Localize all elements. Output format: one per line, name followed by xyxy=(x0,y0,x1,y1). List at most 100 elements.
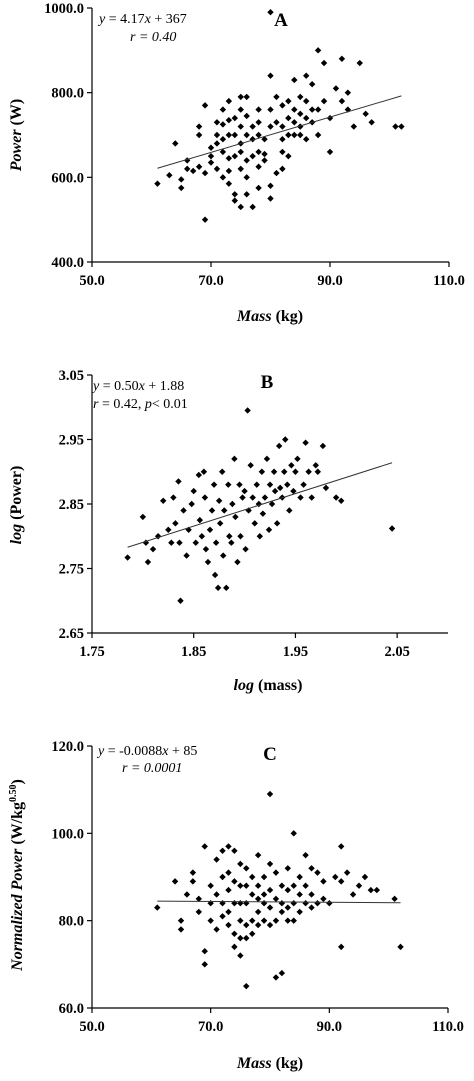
panel-c-point-87 xyxy=(308,904,315,911)
panel-b-fit-line xyxy=(127,462,393,548)
panel-b-point-25 xyxy=(201,494,209,501)
panel-c-point-13 xyxy=(207,882,214,889)
panel-a-point-39 xyxy=(237,106,244,113)
panel-b-point-79 xyxy=(292,468,299,475)
panel-a-point-22 xyxy=(219,106,227,113)
panel-a-point-16 xyxy=(207,152,215,160)
panel-a-point-51 xyxy=(249,123,256,130)
panel-c-point-34 xyxy=(237,882,244,889)
panel-a-point-111 xyxy=(362,110,369,118)
panel-a-point-106 xyxy=(338,97,346,105)
panel-b-point-64 xyxy=(265,526,273,533)
panel-a-point-76 xyxy=(279,148,286,156)
panel-b-y-tick-label-1: 2.65 xyxy=(59,626,84,642)
panel-b-point-73 xyxy=(281,468,288,475)
panel-b-x-tick-label-4: 2.05 xyxy=(384,644,409,660)
panel-c-point-58 xyxy=(266,790,274,798)
panel-b-point-43 xyxy=(229,500,236,508)
panel-b-point-7 xyxy=(160,497,167,504)
panel-c-point-64 xyxy=(272,895,280,903)
panel-a-point-48 xyxy=(243,157,250,164)
panel-c-point-20 xyxy=(219,873,226,881)
panel-c-point-38 xyxy=(237,952,244,959)
panel-b-point-46 xyxy=(234,558,241,566)
panel-c-point-77 xyxy=(290,900,297,907)
panel-c-point-41 xyxy=(243,900,250,907)
panel-a-marks xyxy=(154,9,405,223)
panel-c-point-14 xyxy=(207,900,214,907)
panel-c-point-75 xyxy=(290,830,297,837)
panel-b-point-18 xyxy=(188,500,195,508)
panel-a-point-55 xyxy=(255,106,262,113)
panel-c-point-56 xyxy=(260,900,268,907)
panel-b-point-27 xyxy=(204,558,212,566)
panel-a-point-10 xyxy=(195,131,203,139)
panel-a-point-74 xyxy=(279,123,286,130)
panel-a-point-84 xyxy=(291,119,298,126)
panel-c-point-31 xyxy=(231,930,238,937)
panel-b-point-1 xyxy=(124,554,131,561)
panel-b-point-52 xyxy=(244,407,251,414)
panel-a-x-tick-label-4: 110.0 xyxy=(433,273,465,289)
panel-b-point-8 xyxy=(165,526,172,533)
panel-a-y-tick-label-3: 800.0 xyxy=(51,86,84,102)
panel-a-point-15 xyxy=(207,144,215,151)
panel-b-point-5 xyxy=(149,545,157,553)
panel-c-fit-line xyxy=(157,900,401,904)
panel-c-point-37 xyxy=(237,934,244,942)
panel-c-point-73 xyxy=(284,904,291,911)
panel-a-point-14 xyxy=(201,169,209,177)
panel-b-point-14 xyxy=(177,597,184,604)
panel-a-point-112 xyxy=(368,119,375,126)
panel-b-point-11 xyxy=(172,520,179,527)
panel-b-y-tick-label-3: 2.85 xyxy=(59,497,84,513)
panel-b-point-87 xyxy=(314,468,322,475)
panel-c-equation: y = -0.0088x + 85 xyxy=(96,744,197,759)
panel-c-point-35 xyxy=(237,900,244,907)
panel-c-point-29 xyxy=(231,878,238,885)
panel-c-point-94 xyxy=(338,843,345,850)
panel-c-x-tick-label-1: 50.0 xyxy=(79,1019,104,1035)
panel-c-point-21 xyxy=(219,900,226,907)
panel-a-point-25 xyxy=(219,148,227,156)
panel-b-point-24 xyxy=(200,468,208,475)
panel-a-point-33 xyxy=(231,114,238,122)
panel-a-point-17 xyxy=(207,159,215,166)
panel-a-point-88 xyxy=(297,131,304,139)
panel-c-y-tick-label-3: 100.0 xyxy=(51,826,84,842)
panel-c-point-36 xyxy=(237,917,244,924)
panel-a-point-8 xyxy=(189,167,197,175)
panel-b-point-59 xyxy=(256,533,264,540)
panel-b-point-88 xyxy=(319,442,327,450)
panel-b-point-45 xyxy=(232,513,239,521)
panel-a-x-ticks: 50.0 70.0 90.0 110.0 xyxy=(79,262,465,289)
panel-a-point-19 xyxy=(213,131,221,139)
panel-c-point-53 xyxy=(254,921,262,929)
panel-c-point-5 xyxy=(183,891,191,898)
panel-c-point-72 xyxy=(284,886,291,894)
panel-c-point-48 xyxy=(249,930,256,937)
panel-a-point-24 xyxy=(219,136,227,143)
panel-c-point-85 xyxy=(308,865,315,872)
panel-a-point-100 xyxy=(320,59,328,67)
panel-a-point-109 xyxy=(350,123,357,130)
panel-b-point-83 xyxy=(302,439,309,446)
panel-a-point-58 xyxy=(255,148,262,156)
panel-a-point-53 xyxy=(249,152,256,160)
panel-c-point-6 xyxy=(189,869,197,876)
panel-c-point-102 xyxy=(373,886,380,894)
panel-b-point-21 xyxy=(195,471,202,479)
panel-b-point-4 xyxy=(144,558,152,566)
panel-a-x-tick-label-1: 50.0 xyxy=(79,273,104,289)
panel-c-point-33 xyxy=(237,860,244,868)
panel-b-point-55 xyxy=(249,494,256,501)
panel-a-point-110 xyxy=(356,59,363,67)
panel-b-point-76 xyxy=(286,507,293,514)
panel-b-y-tick-label-4: 2.95 xyxy=(59,433,84,449)
panel-a-point-114 xyxy=(398,123,405,130)
panel-c: 60.0 80.0 100.0 120.0 50.0 70.0 90.0 110.0 y =… xyxy=(8,739,464,1072)
panel-c-point-84 xyxy=(302,900,309,907)
panel-b-point-39 xyxy=(223,584,230,592)
panel-c-point-54 xyxy=(260,873,268,881)
panel-b-y-label: log (Power) xyxy=(8,466,25,545)
